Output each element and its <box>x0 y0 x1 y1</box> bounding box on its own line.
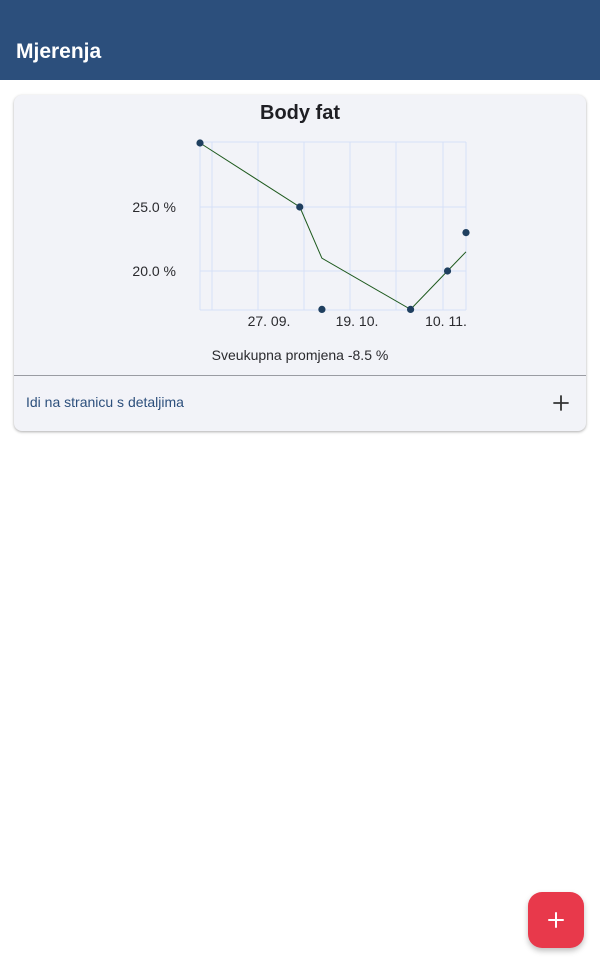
plus-icon[interactable] <box>552 394 570 412</box>
x-tick-label: 27. 09. <box>248 313 291 329</box>
y-tick-label: 20.0 % <box>132 263 176 279</box>
add-measurement-button[interactable] <box>528 892 584 948</box>
data-point <box>196 139 204 147</box>
card-title: Body fat <box>260 102 340 124</box>
series-line <box>199 142 467 311</box>
x-tick-label: 19. 10. <box>336 313 379 329</box>
data-point <box>296 203 304 211</box>
page-title: Mjerenja <box>16 40 102 63</box>
data-point <box>318 305 326 313</box>
y-tick-label: 25.0 % <box>132 199 176 215</box>
x-tick-label: 10. 11. <box>425 313 467 329</box>
plus-icon <box>548 912 564 928</box>
data-point <box>443 267 452 275</box>
data-point <box>406 305 415 313</box>
details-link-label: Idi na stranicu s detaljima <box>26 394 184 410</box>
app-bar: Mjerenja <box>0 0 600 80</box>
details-link[interactable]: Idi na stranicu s detaljima <box>14 376 586 431</box>
data-point <box>462 229 470 237</box>
total-change-label: Sveukupna promjena -8.5 % <box>211 347 389 363</box>
body-fat-card: Body fat 25.0 % 20.0 % 27. 09. 19. 10. 10. 1… <box>14 95 586 431</box>
divider <box>14 375 586 376</box>
body-fat-chart: 25.0 % 20.0 % 27. 09. 19. 10. 10. 11. <box>132 139 470 329</box>
